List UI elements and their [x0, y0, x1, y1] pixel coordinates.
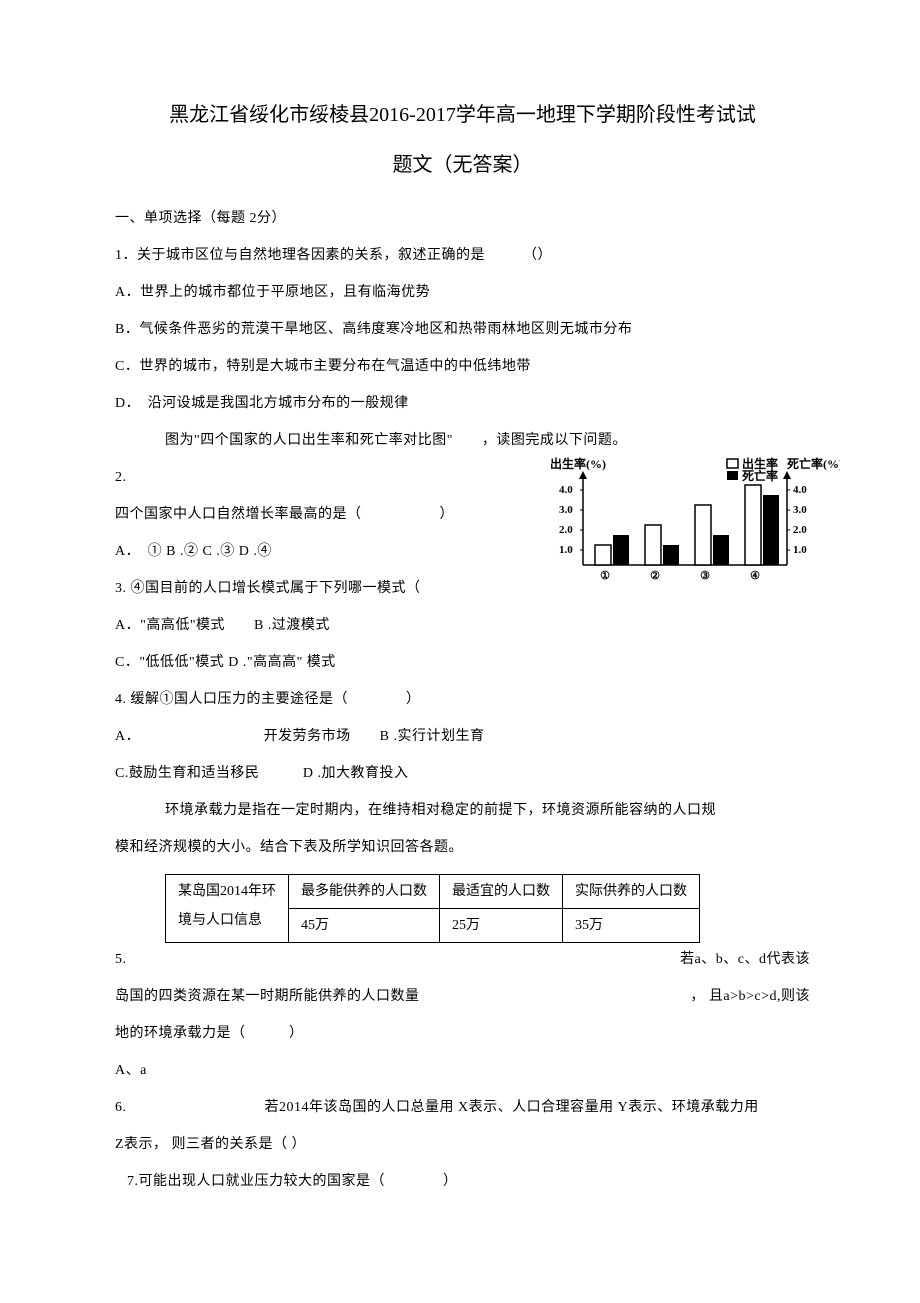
q7-close: ） — [443, 1174, 458, 1189]
section-heading: 一、单项选择（每题 2分） — [115, 208, 810, 229]
cat-3: ④ — [750, 570, 760, 582]
q5-line2: 岛国的四类资源在某一时期所能供养的人口数量 ， 且a>b>c>d,则该 — [115, 986, 810, 1007]
q5-line2b: ， 且a>b>c>d,则该 — [690, 986, 810, 1007]
rtick-3: 1.0 — [793, 544, 807, 556]
intro5-line1: 环境承载力是指在一定时期内，在维持相对稳定的前提下，环境资源所能容纳的人口规 — [115, 800, 810, 821]
q6-num: 6. — [115, 1100, 127, 1115]
page-title: 黑龙江省绥化市绥棱县2016-2017学年高一地理下学期阶段性考试试 — [115, 100, 810, 130]
table-cell: 25万 — [440, 909, 563, 943]
island-table: 某岛国2014年环 境与人口信息 最多能供养的人口数 最适宜的人口数 实际供养的… — [165, 874, 700, 943]
q1-opt-a: A．世界上的城市都位于平原地区，且有临海优势 — [115, 282, 810, 303]
q1-stem-text: 1．关于城市区位与自然地理各因素的关系，叙述正确的是 — [115, 248, 485, 263]
q6-line2: Z表示， 则三者的关系是（ ） — [115, 1134, 810, 1155]
q1-stem: 1．关于城市区位与自然地理各因素的关系，叙述正确的是 （） — [115, 245, 810, 266]
q4-opts-ab: A． 开发劳务市场 B .实行计划生育 — [115, 726, 810, 747]
q2-stem: 四个国家中人口自然增长率最高的是（ ） — [115, 504, 495, 525]
right-axis-label: 死亡率(%) — [787, 457, 840, 471]
table-cell-header: 某岛国2014年环 境与人口信息 — [166, 875, 289, 943]
cat-2: ③ — [700, 570, 710, 582]
q4-stem: 4. 缓解①国人口压力的主要途径是（ ） — [115, 689, 810, 710]
table-cell: 实际供养的人口数 — [563, 875, 700, 909]
ltick-2: 2.0 — [559, 524, 573, 536]
table-row: 某岛国2014年环 境与人口信息 最多能供养的人口数 最适宜的人口数 实际供养的… — [166, 875, 700, 909]
q6-stem: 若2014年该岛国的人口总量用 X表示、人口合理容量用 Y表示、环境承载力用 — [265, 1100, 759, 1115]
q2-opts: A． ① B .② C .③ D .④ — [115, 541, 495, 562]
ltick-1: 3.0 — [559, 504, 573, 516]
table-cell: 35万 — [563, 909, 700, 943]
q3-stem: 3. ④国目前的人口增长模式属于下列哪一模式（ — [115, 578, 495, 599]
table-cell: 最适宜的人口数 — [440, 875, 563, 909]
q2-close: ） — [440, 507, 455, 522]
table-cell: 最多能供养的人口数 — [289, 875, 440, 909]
rtick-0: 4.0 — [793, 484, 807, 496]
q5-line3: 地的环境承载力是（ ） — [115, 1023, 810, 1044]
r1c1a: 某岛国2014年环 — [178, 881, 276, 902]
ltick-3: 1.0 — [559, 544, 573, 556]
q6-line1: 6. 若2014年该岛国的人口总量用 X表示、人口合理容量用 Y表示、环境承载力… — [115, 1097, 810, 1118]
left-axis-label: 出生率(%) — [550, 457, 606, 471]
q1-opt-d: D． 沿河设城是我国北方城市分布的一般规律 — [115, 393, 810, 414]
q4-close: ） — [406, 692, 421, 707]
intro5-line2: 模和经济规模的大小。结合下表及所学知识回答各题。 — [115, 837, 810, 858]
q1-opt-b: B．气候条件恶劣的荒漠干旱地区、高纬度寒冷地区和热带雨林地区则无城市分布 — [115, 319, 810, 340]
rtick-2: 2.0 — [793, 524, 807, 536]
q4-stem-text: 4. 缓解①国人口压力的主要途径是（ — [115, 692, 348, 707]
birth-death-chart: 出生率 死亡率 出生率(%) 死亡率(%) 4.0 3.0 2.0 1.0 4. — [535, 457, 840, 587]
q2-stem-text: 四个国家中人口自然增长率最高的是（ — [115, 507, 362, 522]
rtick-1: 3.0 — [793, 504, 807, 516]
q1-paren: （） — [523, 248, 552, 263]
legend-death: 死亡率 — [742, 468, 778, 483]
q3-opts-ab: A．"高高低"模式 B .过渡模式 — [115, 615, 495, 636]
q5-opt: A、a — [115, 1060, 810, 1081]
q3-opts-cd: C．"低低低"模式 D ."高高高" 模式 — [115, 652, 810, 673]
cat-1: ② — [650, 570, 660, 582]
r1c1b: 境与人口信息 — [178, 910, 276, 931]
q5-num: 5. — [115, 949, 127, 970]
table-cell: 45万 — [289, 909, 440, 943]
q1-opt-c: C．世界的城市，特别是大城市主要分布在气温适中的中低纬地带 — [115, 356, 810, 377]
q5-line1: 5. 若a、b、c、d代表该 — [115, 949, 810, 970]
ltick-0: 4.0 — [559, 484, 573, 496]
page-subtitle: 题文（无答案） — [115, 150, 810, 180]
q4-opts-cd: C.鼓励生育和适当移民 D .加大教育投入 — [115, 763, 810, 784]
q7-stem: 7.可能出现人口就业压力较大的国家是（ ） — [115, 1171, 810, 1192]
cat-0: ① — [600, 570, 610, 582]
q5-right: 若a、b、c、d代表该 — [680, 949, 810, 970]
q7-stem-text: 7.可能出现人口就业压力较大的国家是（ — [127, 1174, 385, 1189]
intro-q2: 图为"四个国家的人口出生率和死亡率对比图" ，读图完成以下问题。 — [115, 430, 810, 451]
q5-line2a: 岛国的四类资源在某一时期所能供养的人口数量 — [115, 986, 420, 1007]
